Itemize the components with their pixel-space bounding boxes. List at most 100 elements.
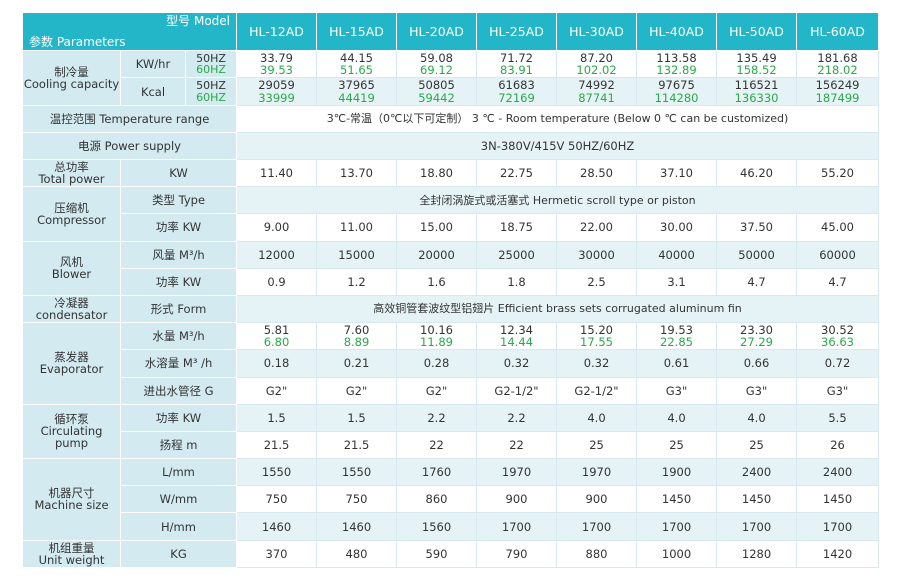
evaporator-pipe-cell: G3": [716, 376, 798, 405]
compressor-type-row: 压缩机 Compressor 类型 Type 全封闭涡旋式或活塞式 Hermet…: [22, 186, 880, 242]
water-60-value: 27.29: [740, 335, 773, 350]
size-h-cell: 1560: [396, 512, 478, 541]
temperature-value: 3℃-常温（0℃以下可定制） 3 ℃ - Room temperature (B…: [236, 104, 880, 133]
blower-power-cell: 2.5: [556, 267, 638, 296]
size-l-cell: 1550: [316, 458, 398, 487]
weight-cell: 1420: [796, 539, 880, 569]
blower-cn: 风机: [60, 255, 83, 270]
evaporator-water-cell: 30.52 36.63: [796, 322, 880, 351]
size-l-cell: 1760: [396, 458, 478, 487]
power-supply-label: 电源 Power supply: [21, 131, 238, 161]
power-supply-value: 3N-380V/415V 50HZ/60HZ: [236, 131, 880, 161]
total-power-en: Total power: [38, 172, 105, 187]
blower-power-label: 功率 KW: [119, 267, 238, 296]
blower-en: Blower: [51, 267, 92, 282]
pump-head-label: 扬程 m: [119, 430, 238, 460]
size-h-cell: 1700: [796, 512, 880, 541]
compressor-power-row: 功率 KW 9.00 11.00 15.00 18.75 22.00 30.00…: [23, 213, 880, 242]
weight-cn: 机组重量: [48, 540, 95, 555]
cooling-kcal-cell: 116521 136330: [716, 77, 798, 106]
model-header: HL-50AD: [716, 11, 798, 52]
evaporator-volume-cell: 0.66: [716, 349, 798, 378]
compressor-type-value: 全封闭涡旋式或活塞式 Hermetic scroll type or pisto…: [236, 186, 880, 215]
cooling-kw-cell: 135.49 158.52: [716, 50, 798, 79]
total-power-cell: 55.20: [796, 159, 880, 188]
compressor-type-label: 类型 Type: [119, 186, 238, 215]
evaporator-volume-cell: 0.61: [636, 349, 718, 378]
cooling-kcal-cell: 50805 59442: [396, 77, 478, 106]
size-h-label: H/mm: [119, 512, 238, 541]
pump-head-row: 扬程 m 21.5 21.5 22 22 25 25 25 26: [23, 430, 880, 460]
size-l-cell: 2400: [716, 458, 798, 487]
blower-power-cell: 1.8: [476, 267, 558, 296]
water-60-value: 22.85: [660, 335, 693, 350]
cooling-label-en: Cooling capacity: [23, 76, 120, 91]
cooling-kw-cell: 59.08 69.12: [396, 50, 478, 79]
blower-air-cell: 12000: [236, 240, 318, 269]
evaporator-en: Evaporator: [39, 362, 104, 377]
kw-50-value: 71.72: [500, 51, 533, 66]
compressor-power-label: 功率 KW: [119, 213, 238, 242]
kw-50-value: 181.68: [817, 51, 858, 66]
water-50-value: 5.81: [263, 323, 290, 338]
weight-cell: 590: [396, 539, 478, 569]
evaporator-pipe-cell: G2": [236, 376, 318, 405]
size-l-cell: 1900: [636, 458, 718, 487]
blower-power-cell: 1.2: [316, 267, 398, 296]
compressor-cn: 压缩机: [54, 200, 89, 215]
hz60-label: 60HZ: [196, 90, 226, 104]
evaporator-volume-cell: 0.28: [396, 349, 478, 378]
cooling-kw-cell: 113.58 132.89: [636, 50, 718, 79]
evaporator-volume-cell: 0.32: [476, 349, 558, 378]
evaporator-water-cell: 23.30 27.29: [716, 322, 798, 351]
weight-en: Unit weight: [38, 552, 105, 567]
size-l-cell: 1970: [476, 458, 558, 487]
evaporator-water-cell: 7.60 8.89: [316, 322, 398, 351]
size-w-cell: 1450: [796, 485, 880, 514]
weight-cell: 370: [236, 539, 318, 569]
pump-label: 循环泵 Circulating pump: [22, 403, 121, 460]
total-power-cell: 28.50: [556, 159, 638, 188]
compressor-en: Compressor: [37, 212, 106, 227]
temperature-row: 温控范围 Temperature range 3℃-常温（0℃以下可定制） 3 …: [21, 104, 880, 133]
pump-head-cell: 25: [716, 430, 798, 460]
pump-head-cell: 25: [636, 430, 718, 460]
model-header: HL-25AD: [476, 11, 558, 52]
cooling-capacity-label: 制冷量 Cooling capacity: [22, 50, 121, 106]
size-h-cell: 1460: [316, 512, 398, 541]
water-50-value: 12.34: [500, 323, 533, 338]
size-w-label: W/mm: [119, 485, 238, 514]
compressor-power-cell: 15.00: [396, 213, 478, 242]
compressor-power-cell: 45.00: [796, 213, 880, 242]
cooling-kcal-cell: 97675 114280: [636, 77, 718, 106]
kcal-50-value: 37965: [338, 78, 375, 93]
water-60-value: 14.44: [500, 335, 533, 350]
kw-60-value: 83.91: [500, 63, 533, 78]
evaporator-pipe-cell: G2-1/2": [476, 376, 558, 405]
pump-power-label: 功率 KW: [119, 403, 238, 432]
evaporator-volume-cell: 0.18: [236, 349, 318, 378]
kcal-60-value: 187499: [815, 90, 860, 105]
condenser-form-value: 高效铜管套波纹型铝翅片 Efficient brass sets corruga…: [236, 294, 880, 324]
header-corner: 型号 Model 参数 Parameters: [21, 11, 238, 52]
condenser-en: condensator: [35, 308, 108, 323]
blower-air-cell: 30000: [556, 240, 638, 269]
model-header: HL-60AD: [796, 11, 880, 52]
size-l-cell: 1550: [236, 458, 318, 487]
total-power-cell: 22.75: [476, 159, 558, 188]
cooling-kw-hz: 50HZ 60HZ: [184, 50, 238, 79]
blower-power-cell: 0.9: [236, 267, 318, 296]
pump-en: Circulating pump: [40, 424, 103, 451]
compressor-label: 压缩机 Compressor: [22, 186, 121, 242]
evaporator-pipe-cell: G2-1/2": [556, 376, 638, 405]
size-h-row: H/mm 1460 1460 1560 1700 1700 1700 1700 …: [23, 512, 880, 541]
size-w-cell: 1450: [636, 485, 718, 514]
evaporator-cn: 蒸发器: [54, 350, 89, 365]
kw-60-value: 39.53: [260, 63, 293, 78]
pump-power-cell: 5.5: [796, 403, 880, 432]
model-header: HL-15AD: [316, 11, 398, 52]
evaporator-pipe-cell: G2": [316, 376, 398, 405]
evaporator-water-cell: 12.34 14.44: [476, 322, 558, 351]
cooling-kw-row: 制冷量 Cooling capacity KW/hr 50HZ 60HZ 33.…: [22, 50, 880, 106]
size-w-cell: 750: [236, 485, 318, 514]
